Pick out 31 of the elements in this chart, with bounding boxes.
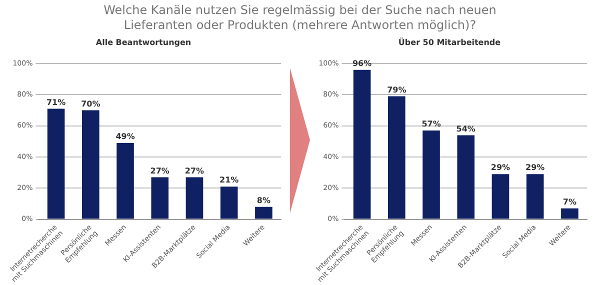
data-label: 29% bbox=[490, 163, 510, 172]
bar bbox=[422, 130, 440, 219]
bar bbox=[47, 108, 65, 219]
data-label: 71% bbox=[46, 98, 66, 107]
data-label: 96% bbox=[352, 58, 372, 68]
data-label: 54% bbox=[456, 124, 476, 134]
chart-subtitle: Alle Beantwortungen bbox=[96, 38, 192, 47]
bar bbox=[151, 177, 169, 219]
bar bbox=[353, 70, 371, 219]
chart-title: Welche Kanäle nutzen Sie regelmässig bei der Suche nach neuen Lieferanten oder Produkten (mehrere Antworten möglich)? bbox=[102, 3, 498, 33]
data-label: 21% bbox=[220, 176, 239, 185]
bar bbox=[116, 143, 134, 219]
bar bbox=[526, 174, 544, 219]
data-label: 27% bbox=[150, 166, 170, 176]
bar bbox=[561, 208, 578, 219]
data-label: 79% bbox=[387, 85, 406, 94]
data-label: 49% bbox=[116, 132, 135, 142]
bar bbox=[388, 96, 406, 219]
bar bbox=[492, 174, 510, 219]
bar bbox=[186, 177, 204, 219]
chart-subtitle: Über 50 Mitarbeitende bbox=[398, 36, 502, 47]
data-label: 70% bbox=[81, 99, 100, 108]
bar bbox=[82, 110, 100, 219]
data-label: 29% bbox=[526, 163, 545, 172]
data-label: 7% bbox=[562, 197, 576, 206]
bar bbox=[255, 206, 272, 219]
data-label: 8% bbox=[256, 196, 270, 205]
bar bbox=[457, 135, 475, 219]
data-label: 27% bbox=[184, 166, 204, 176]
bar bbox=[220, 186, 238, 219]
data-label: 57% bbox=[422, 120, 441, 129]
